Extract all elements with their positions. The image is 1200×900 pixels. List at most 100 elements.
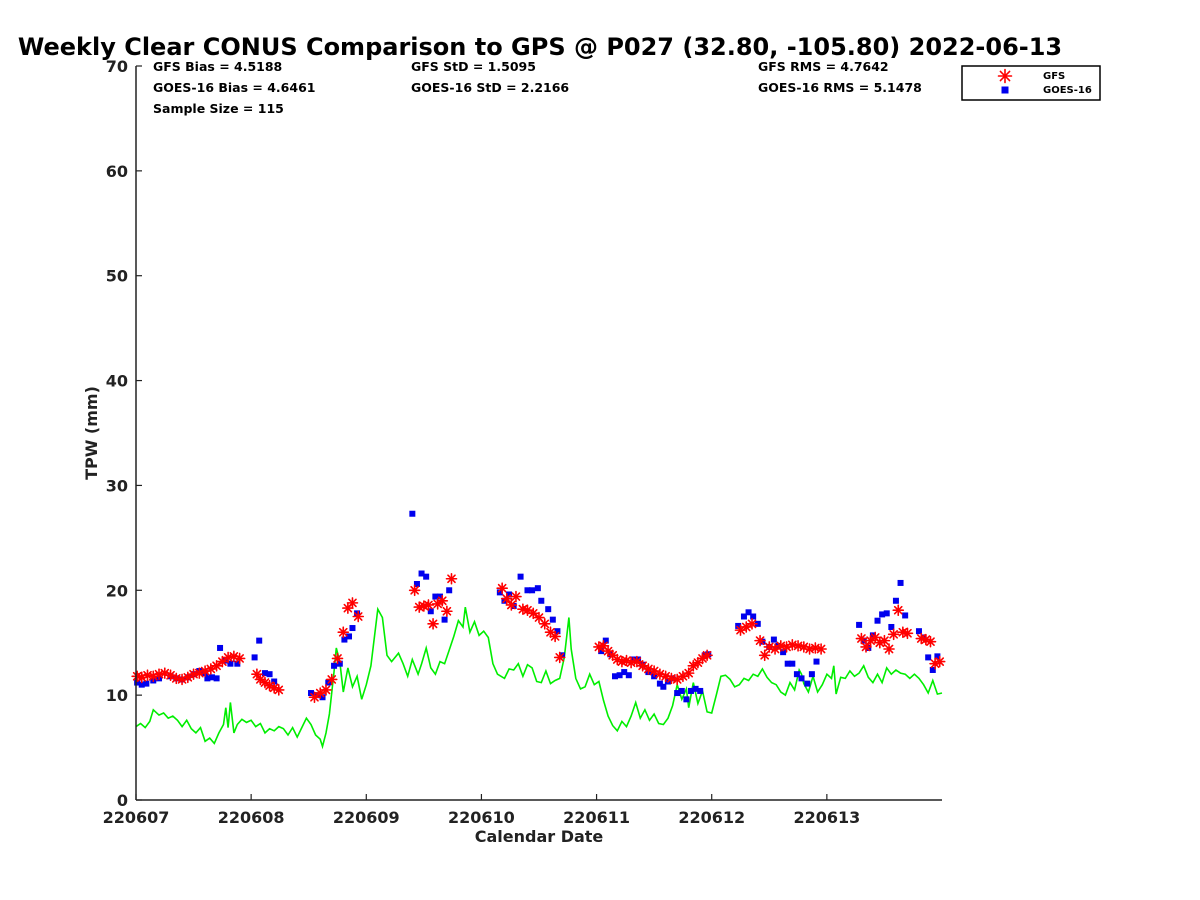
stat-gfs-rms: GFS RMS = 4.7642: [758, 59, 889, 74]
y-tick-label: 70: [106, 57, 128, 76]
chart-title: Weekly Clear CONUS Comparison to GPS @ P…: [18, 33, 1062, 61]
goes16-point: [256, 637, 263, 644]
goes16-point: [336, 660, 343, 667]
goes16-point: [745, 609, 752, 616]
gfs-point: [786, 639, 799, 651]
gfs-point: [527, 607, 540, 620]
gfs-point: [855, 632, 868, 645]
gfs-point: [505, 599, 518, 611]
goes16-point: [874, 617, 881, 624]
gfs-point: [631, 655, 643, 668]
goes16-point: [261, 670, 268, 677]
goes16-point: [683, 696, 690, 703]
goes16-point: [432, 593, 439, 600]
goes16-point: [856, 621, 863, 628]
goes16-point: [750, 613, 757, 620]
legend-goes-marker: [1001, 86, 1009, 94]
gfs-point: [222, 651, 234, 664]
goes16-point: [234, 660, 241, 667]
gfs-point: [325, 673, 338, 686]
gfs-point: [210, 659, 223, 672]
goes16-point: [674, 690, 681, 697]
goes16-point: [789, 660, 796, 667]
gfs-point: [408, 584, 421, 597]
gfs-point: [337, 626, 350, 639]
goes16-point: [554, 628, 561, 635]
goes16-point: [510, 603, 517, 610]
gfs-point: [878, 634, 891, 647]
goes16-point: [545, 606, 552, 613]
goes16-point: [611, 673, 618, 680]
goes16-point: [534, 585, 541, 592]
x-tick-label: 220607: [103, 808, 170, 827]
goes16-point: [208, 674, 215, 681]
goes16-point: [441, 616, 448, 623]
goes16-point: [538, 597, 545, 604]
goes16-point: [204, 675, 211, 682]
goes16-point: [759, 638, 766, 645]
stat-goes-rms: GOES-16 RMS = 5.1478: [758, 80, 922, 95]
gfs-point: [616, 655, 628, 668]
gfs-point: [510, 590, 522, 603]
gfs-point: [352, 610, 365, 623]
goes16-point: [865, 644, 872, 651]
stats-block: GFS Bias = 4.5188 GOES-16 Bias = 4.6461 …: [153, 59, 922, 116]
goes16-point: [427, 608, 434, 615]
y-tick-label: 20: [106, 581, 128, 600]
plot-area: [131, 510, 946, 750]
goes16-point: [616, 672, 623, 679]
goes16-point: [341, 636, 348, 643]
goes16-point: [621, 669, 628, 676]
gfs-point: [758, 649, 771, 662]
gfs-point: [869, 631, 882, 644]
stat-gfs-std: GFS StD = 1.5095: [411, 59, 536, 74]
gfs-point: [892, 604, 905, 617]
goes16-point: [915, 628, 922, 635]
gfs-point: [933, 655, 946, 668]
x-tick-label: 220613: [793, 808, 860, 827]
goes16-point: [678, 687, 685, 694]
goes16-point: [436, 593, 443, 600]
goes16-point: [529, 587, 536, 594]
gfs-point: [815, 643, 827, 655]
x-tick-label: 220608: [218, 808, 285, 827]
goes16-point: [780, 649, 787, 656]
gfs-point: [346, 597, 359, 609]
gfs-point: [216, 655, 229, 668]
goes16-point: [349, 625, 356, 632]
x-tick-label: 220611: [563, 808, 630, 827]
goes16-point: [892, 597, 899, 604]
goes16-point: [808, 671, 815, 678]
goes16-point: [217, 644, 224, 651]
goes16-point: [888, 623, 895, 630]
x-tick-label: 220610: [448, 808, 515, 827]
goes16-point: [934, 653, 941, 660]
y-tick-label: 40: [106, 372, 128, 391]
goes16-point: [524, 587, 531, 594]
gfs-point: [602, 645, 614, 657]
gfs-series: [131, 572, 946, 704]
x-tick-label: 220609: [333, 808, 400, 827]
goes16-point: [409, 510, 416, 517]
legend-box: [961, 65, 1101, 101]
goes16-point: [897, 579, 904, 586]
gfs-point: [251, 668, 263, 680]
y-tick-label: 60: [106, 162, 128, 181]
gfs-point: [441, 605, 453, 618]
goes16-point: [213, 675, 220, 682]
goes16-point: [813, 658, 820, 665]
stat-sample-size: Sample Size = 115: [153, 101, 284, 116]
gfs-point: [549, 630, 561, 643]
goes16-point: [740, 613, 747, 620]
gfs-point: [860, 641, 872, 653]
gfs-point: [553, 651, 566, 664]
stat-goes-std: GOES-16 StD = 2.2166: [411, 80, 569, 95]
goes16-point: [883, 610, 890, 617]
stat-goes-bias: GOES-16 Bias = 4.6461: [153, 80, 315, 95]
goes16-point: [660, 683, 667, 690]
goes16-point: [506, 591, 513, 598]
gfs-point: [883, 643, 895, 655]
y-tick-label: 50: [106, 267, 128, 286]
goes16-point: [798, 675, 805, 682]
